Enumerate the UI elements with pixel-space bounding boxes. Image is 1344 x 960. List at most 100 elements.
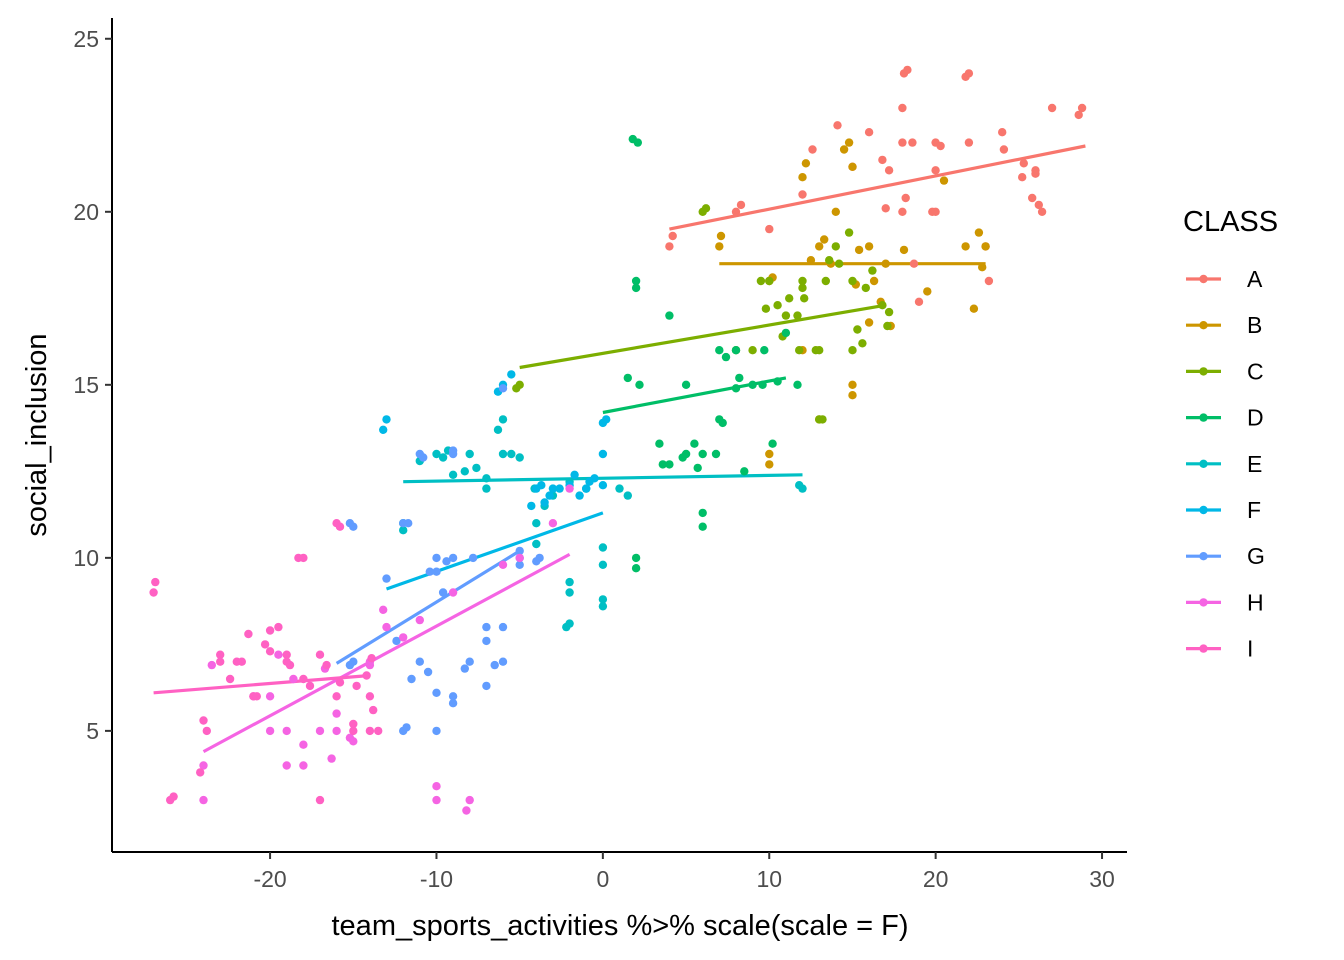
data-point-E (795, 481, 804, 490)
regression-line-F (385, 511, 604, 591)
data-point-H (548, 519, 558, 528)
data-point-G (498, 622, 508, 632)
data-point-A (898, 138, 907, 147)
data-point-B (831, 207, 840, 216)
data-point-I (285, 660, 295, 670)
regression-line-E (403, 473, 803, 484)
data-point-F (527, 501, 536, 511)
data-point-H (462, 806, 471, 815)
data-point-A (1074, 110, 1083, 120)
data-point-B (864, 242, 874, 251)
data-point-C (701, 204, 711, 213)
data-point-F (598, 481, 608, 490)
data-point-H (465, 795, 474, 805)
data-point-H (265, 726, 275, 736)
data-point-D (658, 460, 667, 469)
data-point-A (864, 128, 874, 137)
data-point-A (1031, 169, 1040, 178)
data-point-D (748, 380, 757, 389)
data-point-C (883, 321, 892, 331)
data-point-E (493, 425, 503, 434)
data-point-C (761, 304, 771, 313)
x-axis-title: team_sports_activities %>% scale(scale =… (332, 910, 909, 942)
data-point-A (936, 141, 945, 151)
data-point-I (374, 726, 383, 736)
data-point-G (349, 522, 358, 531)
data-point-I (299, 553, 308, 563)
data-point-D (698, 522, 707, 531)
data-point-D (718, 418, 727, 428)
data-point-D (711, 449, 721, 459)
data-point-I (265, 626, 275, 635)
data-point-A (1077, 103, 1087, 113)
legend-label: A (1247, 266, 1263, 292)
data-point-H (274, 650, 283, 659)
data-point-C (773, 301, 782, 310)
data-point-I (332, 692, 341, 701)
data-point-E (598, 560, 608, 569)
y-axis-title: social_inclusion (21, 333, 53, 536)
data-point-A (884, 166, 894, 175)
data-point-C (831, 242, 840, 251)
data-point-E (562, 622, 571, 632)
data-point-I (216, 657, 225, 666)
data-point-G (460, 664, 469, 673)
data-point-E (565, 577, 574, 587)
data-point-I (352, 681, 361, 691)
data-point-E (565, 588, 574, 597)
data-point-G (432, 553, 441, 563)
y-tick-label: 15 (73, 372, 99, 398)
y-tick-label: 25 (73, 26, 99, 52)
y-tick-label: 20 (73, 199, 99, 225)
data-point-I (349, 719, 358, 729)
data-point-F (570, 470, 579, 479)
data-point-E (498, 415, 508, 424)
data-point-A (668, 231, 677, 241)
data-point-B (939, 176, 949, 185)
data-point-I (196, 768, 205, 777)
legend-key-point (1199, 552, 1208, 561)
data-point-D (760, 346, 769, 355)
data-point-F (545, 491, 554, 500)
data-point-B (839, 145, 849, 154)
data-point-H (432, 782, 441, 791)
data-point-A (1028, 193, 1037, 203)
data-point-I (335, 522, 345, 531)
data-point-B (844, 138, 854, 147)
data-point-D (665, 460, 674, 469)
data-point-B (869, 276, 879, 286)
data-point-C (884, 307, 894, 317)
data-point-F (602, 415, 611, 424)
x-tick-label: -10 (420, 866, 453, 892)
data-point-I (299, 674, 308, 684)
data-point-C (848, 346, 857, 355)
legend-label: C (1247, 358, 1264, 384)
data-point-D (635, 380, 644, 389)
legend-item-A: A (1186, 266, 1263, 292)
data-point-F (540, 498, 549, 507)
data-point-G (498, 384, 508, 393)
regression-line-A (669, 144, 1086, 231)
legend-item-C: C (1186, 358, 1264, 384)
data-point-B (716, 231, 726, 241)
data-point-I (225, 674, 235, 684)
data-point-E (598, 602, 608, 611)
x-ticks: -20 -10 0 10 20 30 (253, 852, 1115, 892)
data-point-G (423, 667, 433, 677)
data-point-A (999, 145, 1009, 154)
x-tick-label: 0 (596, 866, 609, 892)
axes: -20 -10 0 10 20 30 5 10 15 20 25 (73, 18, 1127, 892)
y-tick-label: 5 (86, 718, 99, 744)
data-point-I (274, 622, 283, 632)
data-point-A (909, 259, 919, 268)
data-point-G (515, 546, 524, 556)
data-point-C (853, 325, 862, 334)
data-point-A (1034, 200, 1044, 210)
data-point-D (678, 453, 687, 462)
data-point-D (698, 508, 707, 518)
data-point-A (914, 297, 924, 306)
legend-title: CLASS (1183, 206, 1278, 238)
data-point-E (460, 467, 469, 476)
data-point-G (432, 726, 441, 736)
